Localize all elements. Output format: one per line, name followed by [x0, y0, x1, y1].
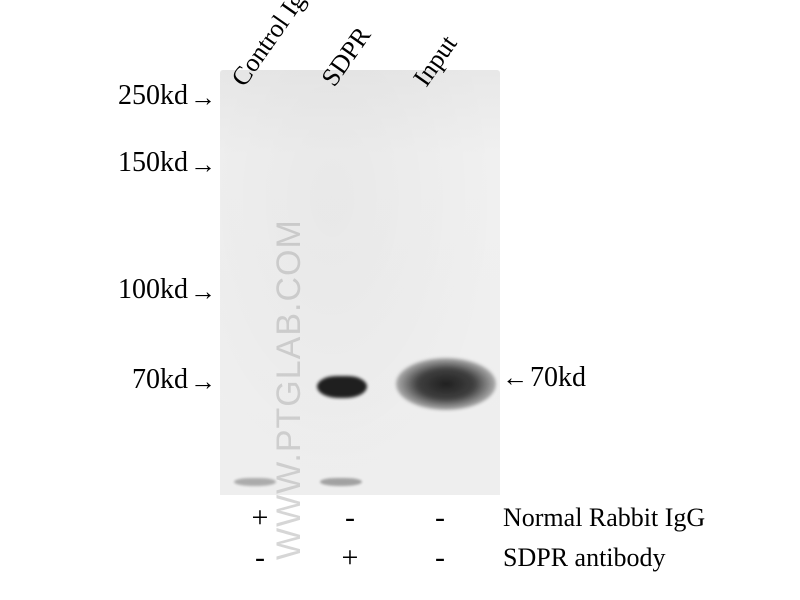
- detected-band-text: 70kd: [530, 362, 586, 393]
- mw-marker: 250kd→: [118, 80, 216, 113]
- band: [317, 376, 367, 398]
- condition-symbol: +: [305, 541, 395, 575]
- mw-marker: 150kd→: [118, 147, 216, 180]
- arrow-right-icon: →: [190, 277, 216, 307]
- condition-row: -+-SDPR antibody: [215, 541, 666, 575]
- condition-symbol: -: [305, 501, 395, 535]
- condition-name: Normal Rabbit IgG: [503, 503, 705, 533]
- mw-marker-text: 100kd: [118, 274, 188, 305]
- detected-band-label: ←70kd: [502, 362, 586, 394]
- arrow-left-icon: ←: [502, 363, 528, 393]
- condition-name: SDPR antibody: [503, 543, 666, 573]
- mw-marker-text: 70kd: [132, 364, 188, 395]
- band: [320, 478, 362, 486]
- band: [234, 478, 276, 486]
- condition-symbol: -: [215, 541, 305, 575]
- condition-symbol: -: [395, 501, 485, 535]
- condition-symbol: +: [215, 501, 305, 535]
- mw-marker-text: 150kd: [118, 147, 188, 178]
- arrow-right-icon: →: [190, 83, 216, 113]
- mw-marker: 100kd→: [118, 274, 216, 307]
- blot-membrane: WWW.PTGLAB.COM: [220, 70, 500, 495]
- band: [396, 358, 496, 410]
- figure-container: WWW.PTGLAB.COM 250kd→150kd→100kd→70kd→ C…: [0, 0, 800, 600]
- mw-marker: 70kd→: [132, 364, 216, 397]
- arrow-right-icon: →: [190, 367, 216, 397]
- mw-marker-text: 250kd: [118, 80, 188, 111]
- condition-row: +--Normal Rabbit IgG: [215, 501, 705, 535]
- condition-symbol: -: [395, 541, 485, 575]
- arrow-right-icon: →: [190, 150, 216, 180]
